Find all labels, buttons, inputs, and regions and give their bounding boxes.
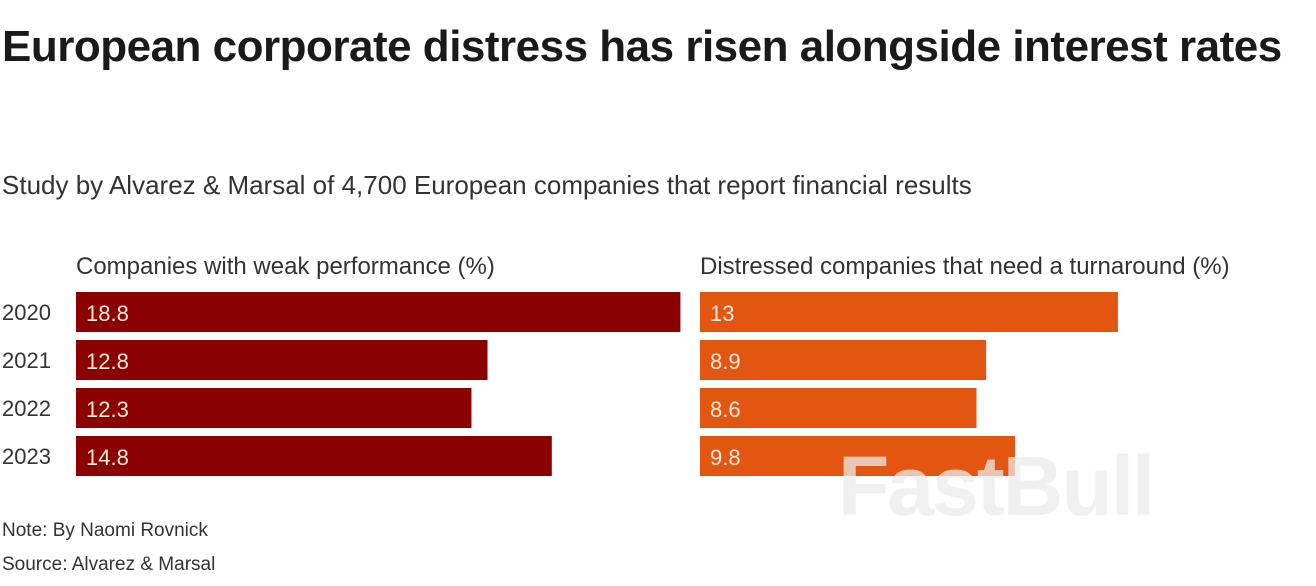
chart-subtitle: Study by Alvarez & Marsal of 4,700 Europ… [2, 170, 972, 200]
data-label: 8.6 [710, 397, 741, 422]
chart-title: European corporate distress has risen al… [2, 22, 1282, 71]
bar [76, 388, 472, 428]
category-label: 2022 [2, 396, 51, 421]
panel-title: Distressed companies that need a turnaro… [700, 253, 1230, 280]
data-label: 14.8 [86, 445, 129, 470]
bar [700, 436, 1016, 476]
bar [76, 292, 681, 332]
bar [700, 292, 1118, 332]
category-label: 2021 [2, 348, 51, 373]
panel-title: Companies with weak performance (%) [76, 253, 495, 280]
bar [700, 388, 977, 428]
data-label: 9.8 [710, 445, 741, 470]
bar [76, 436, 552, 476]
data-label: 18.8 [86, 301, 129, 326]
data-label: 12.3 [86, 397, 129, 422]
bar [76, 340, 488, 380]
watermark-logo: FastBull [838, 439, 1155, 533]
bar [700, 340, 987, 380]
data-label: 8.9 [710, 349, 741, 374]
data-label: 13 [710, 301, 734, 326]
data-label: 12.8 [86, 349, 129, 374]
category-label: 2023 [2, 444, 51, 469]
source: Source: Alvarez & Marsal [2, 554, 216, 575]
category-label: 2020 [2, 300, 51, 325]
note: Note: By Naomi Rovnick [2, 520, 208, 541]
